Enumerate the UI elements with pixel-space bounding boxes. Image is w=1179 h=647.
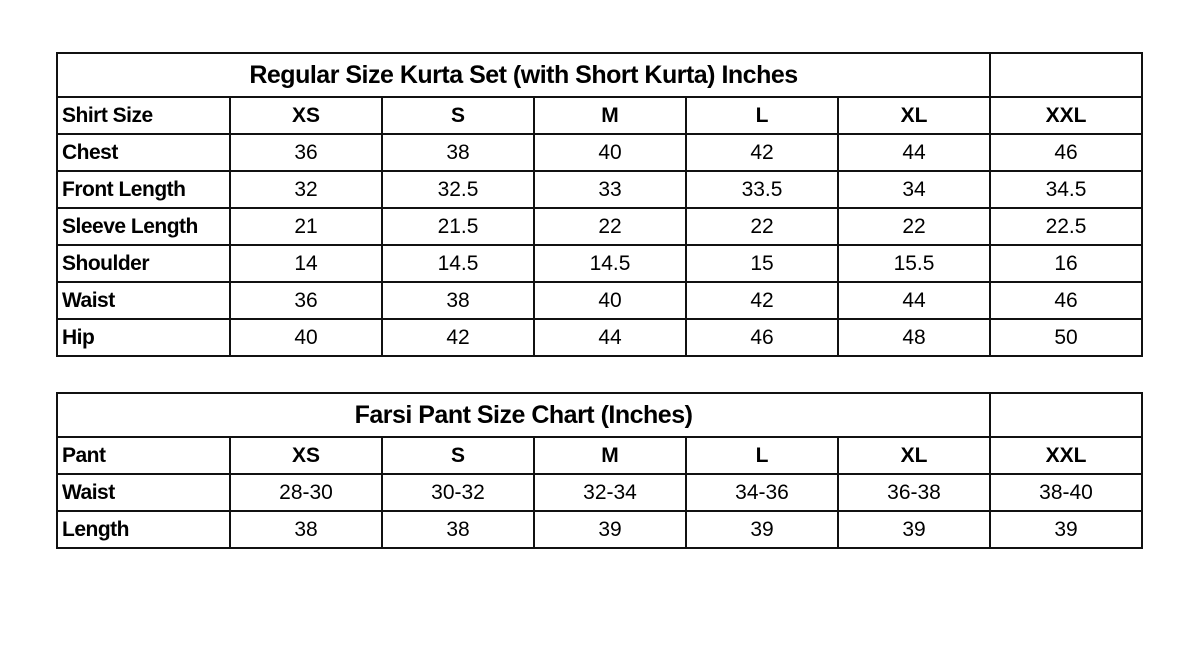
table-cell: 15 <box>685 244 839 283</box>
size-header: XXL <box>989 436 1143 475</box>
table-cell: 14 <box>229 244 383 283</box>
table-cell: 34-36 <box>685 473 839 512</box>
table-row: Front Length 32 32.5 33 33.5 34 34.5 <box>56 170 1143 209</box>
empty-cell <box>989 52 1143 98</box>
table-cell: 33.5 <box>685 170 839 209</box>
table-cell: 36 <box>229 281 383 320</box>
table-cell: 38 <box>381 510 535 549</box>
size-header: M <box>533 96 687 135</box>
table-cell: 44 <box>533 318 687 357</box>
table-cell: 30-32 <box>381 473 535 512</box>
size-header: L <box>685 436 839 475</box>
table-cell: 22.5 <box>989 207 1143 246</box>
table-cell: 48 <box>837 318 991 357</box>
table-cell: 32.5 <box>381 170 535 209</box>
table-row: Length 38 38 39 39 39 39 <box>56 510 1143 549</box>
table-cell: 14.5 <box>533 244 687 283</box>
row-label: Length <box>56 510 231 549</box>
table-cell: 42 <box>685 133 839 172</box>
table-cell: 36-38 <box>837 473 991 512</box>
table-cell: 46 <box>989 133 1143 172</box>
table-cell: 34.5 <box>989 170 1143 209</box>
table-cell: 46 <box>685 318 839 357</box>
table-row: Hip 40 42 44 46 48 50 <box>56 318 1143 357</box>
table-cell: 38 <box>381 281 535 320</box>
table-cell: 22 <box>685 207 839 246</box>
table-cell: 21 <box>229 207 383 246</box>
table-cell: 22 <box>837 207 991 246</box>
table-cell: 40 <box>533 133 687 172</box>
header-label: Shirt Size <box>56 96 231 135</box>
table-cell: 40 <box>229 318 383 357</box>
table-cell: 38 <box>229 510 383 549</box>
size-header: S <box>381 96 535 135</box>
size-header: XXL <box>989 96 1143 135</box>
table-cell: 22 <box>533 207 687 246</box>
row-label: Hip <box>56 318 231 357</box>
row-label: Shoulder <box>56 244 231 283</box>
title-row: Regular Size Kurta Set (with Short Kurta… <box>56 52 1143 98</box>
table-cell: 14.5 <box>381 244 535 283</box>
table-row: Waist 28-30 30-32 32-34 34-36 36-38 38-40 <box>56 473 1143 512</box>
table-cell: 32-34 <box>533 473 687 512</box>
table-cell: 38-40 <box>989 473 1143 512</box>
table-cell: 34 <box>837 170 991 209</box>
table-cell: 46 <box>989 281 1143 320</box>
header-row: Pant XS S M L XL XXL <box>56 436 1143 475</box>
table-cell: 16 <box>989 244 1143 283</box>
table-title: Farsi Pant Size Chart (Inches) <box>56 392 991 438</box>
header-row: Shirt Size XS S M L XL XXL <box>56 96 1143 135</box>
size-header: L <box>685 96 839 135</box>
table-row: Waist 36 38 40 42 44 46 <box>56 281 1143 320</box>
kurta-size-table: Regular Size Kurta Set (with Short Kurta… <box>56 52 1143 357</box>
row-label: Front Length <box>56 170 231 209</box>
table-cell: 39 <box>685 510 839 549</box>
size-header: XL <box>837 96 991 135</box>
table-cell: 32 <box>229 170 383 209</box>
table-cell: 39 <box>989 510 1143 549</box>
table-cell: 39 <box>533 510 687 549</box>
table-row: Shoulder 14 14.5 14.5 15 15.5 16 <box>56 244 1143 283</box>
size-header: XL <box>837 436 991 475</box>
table-cell: 36 <box>229 133 383 172</box>
size-header: M <box>533 436 687 475</box>
table-cell: 44 <box>837 133 991 172</box>
table-row: Chest 36 38 40 42 44 46 <box>56 133 1143 172</box>
row-label: Sleeve Length <box>56 207 231 246</box>
table-cell: 40 <box>533 281 687 320</box>
table-row: Sleeve Length 21 21.5 22 22 22 22.5 <box>56 207 1143 246</box>
row-label: Chest <box>56 133 231 172</box>
size-header: S <box>381 436 535 475</box>
table-cell: 28-30 <box>229 473 383 512</box>
table-cell: 44 <box>837 281 991 320</box>
size-header: XS <box>229 436 383 475</box>
table-cell: 15.5 <box>837 244 991 283</box>
title-row: Farsi Pant Size Chart (Inches) <box>56 392 1143 438</box>
table-title: Regular Size Kurta Set (with Short Kurta… <box>56 52 991 98</box>
empty-cell <box>989 392 1143 438</box>
table-cell: 38 <box>381 133 535 172</box>
pant-size-table: Farsi Pant Size Chart (Inches) Pant XS S M L X… <box>56 392 1143 549</box>
header-label: Pant <box>56 436 231 475</box>
row-label: Waist <box>56 473 231 512</box>
table-cell: 33 <box>533 170 687 209</box>
row-label: Waist <box>56 281 231 320</box>
table-cell: 50 <box>989 318 1143 357</box>
size-header: XS <box>229 96 383 135</box>
table-cell: 42 <box>381 318 535 357</box>
table-cell: 39 <box>837 510 991 549</box>
table-cell: 21.5 <box>381 207 535 246</box>
table-cell: 42 <box>685 281 839 320</box>
